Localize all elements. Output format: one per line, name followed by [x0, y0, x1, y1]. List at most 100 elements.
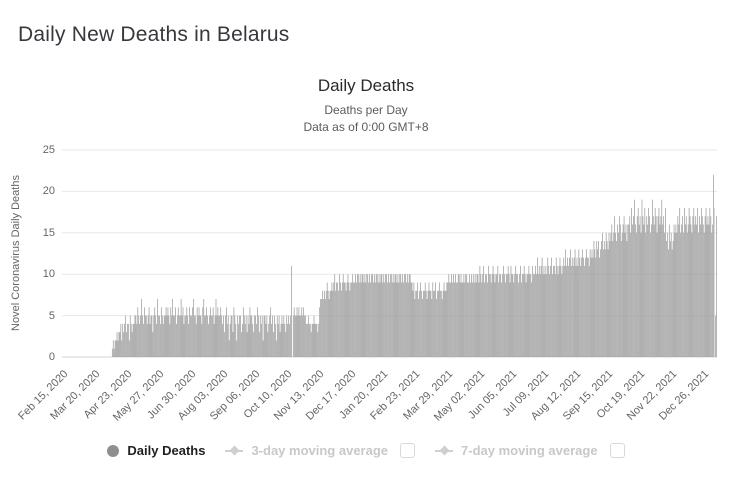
daily-deaths-bar: [381, 274, 383, 357]
daily-deaths-bar: [541, 257, 543, 357]
daily-deaths-bar: [451, 274, 452, 357]
daily-deaths-bar: [554, 274, 556, 357]
daily-deaths-bar: [268, 323, 270, 357]
daily-deaths-bar: [510, 265, 512, 357]
daily-deaths-bar: [376, 274, 378, 357]
legend-item-3day-average[interactable]: 3-day moving average: [225, 443, 416, 458]
daily-deaths-bar: [317, 332, 319, 357]
daily-deaths-bar: [500, 274, 501, 357]
daily-deaths-bar: [288, 315, 289, 357]
daily-deaths-bar: [455, 282, 457, 357]
daily-deaths-bar: [419, 290, 420, 357]
daily-deaths-bar: [332, 290, 334, 357]
daily-deaths-bar: [691, 232, 693, 357]
daily-deaths-bar: [487, 265, 489, 357]
daily-deaths-bar: [363, 282, 365, 357]
daily-deaths-bar: [124, 323, 125, 357]
daily-deaths-bar: [144, 315, 146, 357]
daily-deaths-bar: [388, 274, 389, 357]
daily-deaths-bar: [329, 290, 331, 357]
daily-deaths-bar: [164, 315, 166, 357]
daily-deaths-bar: [700, 207, 702, 357]
daily-deaths-bar: [368, 282, 370, 357]
daily-deaths-bar: [508, 274, 510, 357]
daily-deaths-bar: [446, 282, 448, 357]
daily-deaths-bar: [704, 216, 706, 357]
legend-item-daily-deaths[interactable]: Daily Deaths: [107, 443, 205, 458]
daily-deaths-bar: [418, 299, 419, 357]
daily-deaths-bar: [342, 274, 344, 357]
daily-deaths-bar: [548, 265, 550, 357]
daily-deaths-bar: [535, 265, 536, 357]
daily-deaths-bar: [140, 315, 141, 357]
daily-deaths-bar: [367, 274, 369, 357]
daily-deaths-bar: [479, 265, 481, 357]
daily-deaths-bar: [553, 265, 554, 357]
daily-deaths-bar: [359, 274, 361, 357]
daily-deaths-bar: [407, 282, 409, 357]
daily-deaths-bar: [671, 249, 673, 357]
daily-deaths-bar: [364, 274, 366, 357]
daily-deaths-bar: [520, 282, 522, 357]
daily-deaths-bar: [255, 315, 256, 357]
daily-deaths-bar: [239, 315, 240, 357]
daily-deaths-bar: [406, 274, 408, 357]
daily-deaths-bar: [316, 323, 318, 357]
daily-deaths-bar: [153, 315, 155, 357]
daily-deaths-bar: [301, 307, 303, 357]
daily-deaths-bar: [467, 282, 468, 357]
daily-deaths-bar: [334, 274, 336, 357]
daily-deaths-bar: [188, 323, 190, 357]
daily-deaths-bar: [287, 323, 288, 357]
daily-deaths-bar: [481, 282, 483, 357]
daily-deaths-bar: [679, 207, 681, 357]
daily-deaths-bar: [346, 282, 348, 357]
daily-deaths-bar: [587, 257, 589, 357]
daily-deaths-bar: [486, 274, 487, 357]
legend-checkbox-7day[interactable]: [609, 443, 625, 458]
daily-deaths-bar: [440, 290, 442, 357]
daily-deaths-bar: [213, 323, 215, 357]
daily-deaths-bar: [591, 249, 593, 357]
daily-deaths-bar: [226, 323, 228, 357]
daily-deaths-bar: [588, 265, 590, 357]
daily-deaths-bar: [568, 265, 569, 357]
daily-deaths-bar: [613, 232, 615, 357]
daily-deaths-bar: [573, 257, 575, 357]
daily-deaths-bar: [369, 274, 370, 357]
daily-deaths-bar: [701, 216, 703, 357]
daily-deaths-bar: [537, 274, 539, 357]
daily-deaths-bar: [258, 332, 260, 357]
daily-deaths-bar: [585, 257, 586, 357]
daily-deaths-bar: [320, 299, 321, 357]
daily-deaths-bar: [211, 315, 213, 357]
daily-deaths-bar: [111, 348, 113, 357]
daily-deaths-bar: [233, 307, 235, 357]
daily-deaths-bar: [661, 199, 663, 357]
daily-deaths-bar: [212, 307, 214, 357]
daily-deaths-bar: [235, 323, 237, 357]
daily-deaths-bar: [577, 265, 579, 357]
daily-deaths-bar: [474, 274, 476, 357]
legend-item-7day-average[interactable]: 7-day moving average: [435, 443, 625, 458]
daily-deaths-bar: [622, 224, 624, 357]
legend-checkbox-3day[interactable]: [400, 443, 416, 458]
daily-deaths-bar: [597, 249, 599, 357]
daily-deaths-bar: [432, 282, 434, 357]
chart-legend: Daily Deaths 3-day moving average 7-day …: [0, 443, 732, 458]
daily-deaths-bar: [121, 340, 123, 357]
daily-deaths-bar: [557, 274, 559, 357]
daily-deaths-bar: [499, 274, 501, 357]
daily-deaths-bar: [552, 274, 553, 357]
daily-deaths-bar: [282, 323, 284, 357]
daily-deaths-bar: [586, 249, 587, 357]
y-tick-label: 10: [42, 268, 55, 281]
daily-deaths-bar: [438, 282, 440, 357]
daily-deaths-bar: [293, 307, 295, 357]
daily-deaths-bar: [450, 282, 452, 357]
daily-deaths-bar: [472, 274, 474, 357]
daily-deaths-bar: [143, 323, 144, 357]
daily-deaths-bar: [448, 274, 450, 357]
daily-deaths-bar: [545, 265, 547, 357]
